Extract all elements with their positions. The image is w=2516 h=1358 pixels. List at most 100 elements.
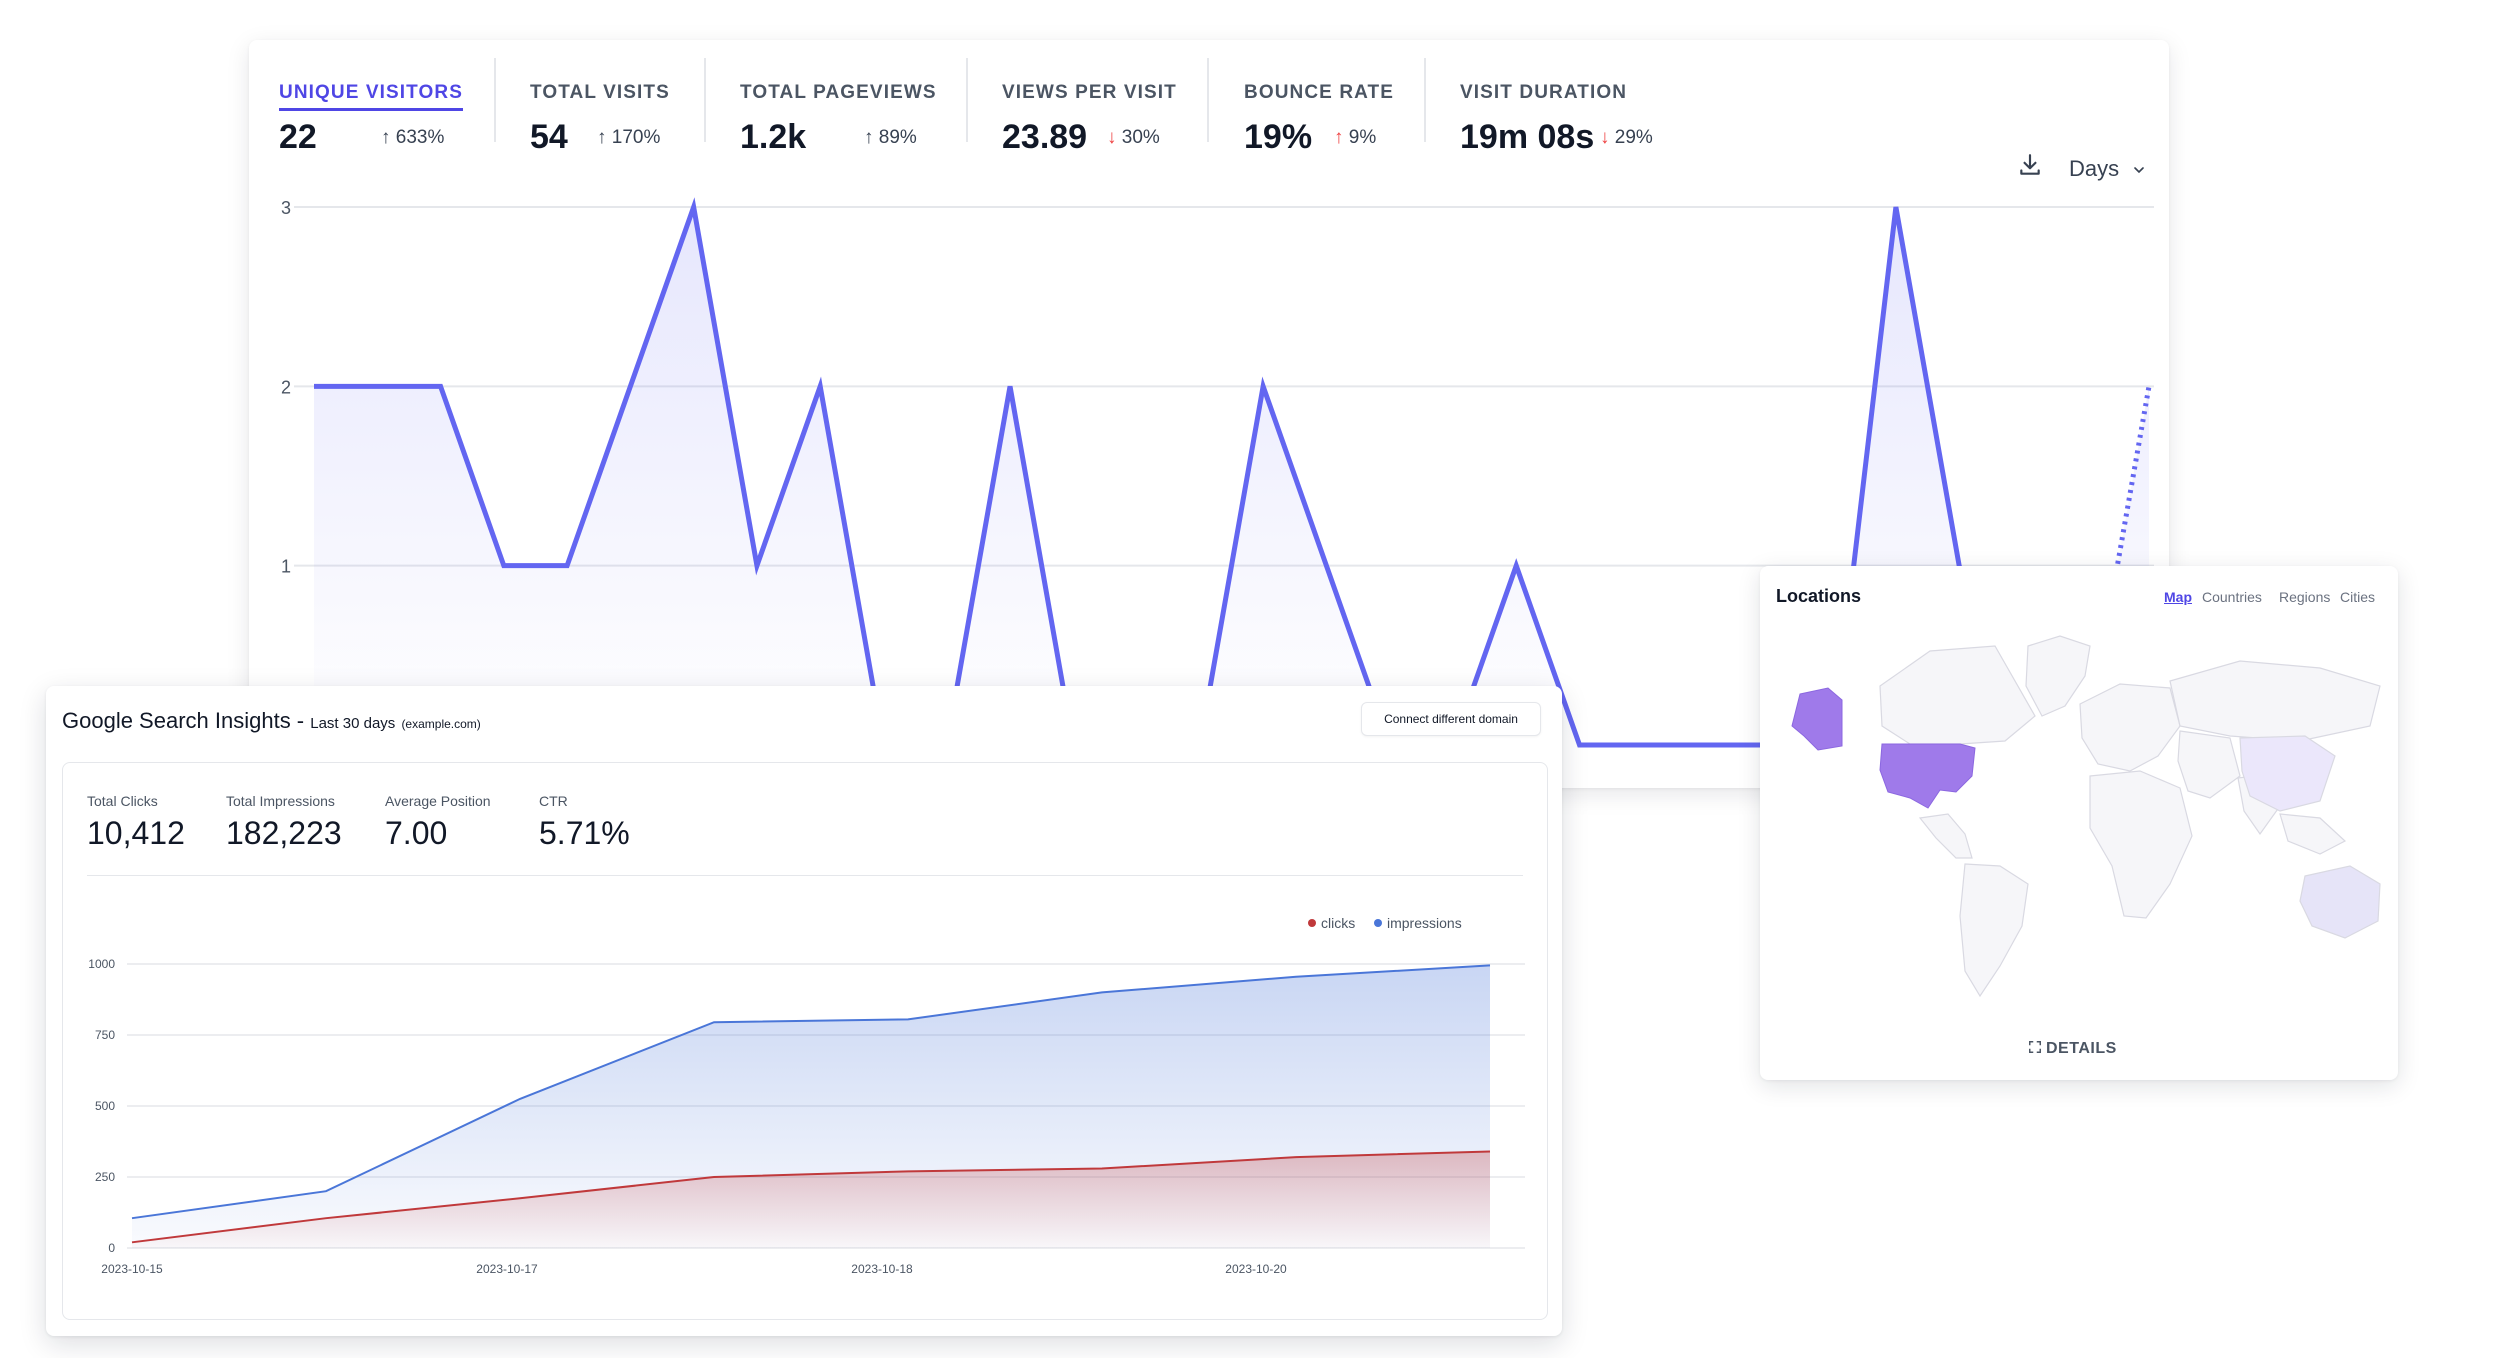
visitors-area bbox=[314, 207, 2149, 745]
total-clicks-label: Total Clicks bbox=[87, 793, 158, 809]
y-tick-label: 3 bbox=[281, 198, 291, 218]
metric-label: VISIT DURATION bbox=[1460, 82, 1628, 103]
map-region-greenland bbox=[2025, 635, 2091, 717]
total-clicks-metric: Total Clicks 10,412 bbox=[87, 793, 185, 852]
chevron-down-icon bbox=[2134, 167, 2145, 174]
tab-countries[interactable]: Countries bbox=[2202, 589, 2262, 605]
y-tick-label: 500 bbox=[95, 1099, 115, 1113]
legend-impressions[interactable]: impressions bbox=[1387, 915, 1462, 931]
map-region-usa bbox=[1879, 743, 1976, 809]
tab-regions[interactable]: Regions bbox=[2279, 589, 2331, 605]
metric-change-value: 89% bbox=[878, 127, 917, 148]
total-clicks-value: 10,412 bbox=[87, 815, 185, 851]
locations-title: Locations bbox=[1776, 586, 1862, 606]
metric-label: UNIQUE VISITORS bbox=[279, 82, 464, 111]
x-tick-label: 2023-10-20 bbox=[1225, 1262, 1287, 1276]
y-tick-label: 1000 bbox=[88, 957, 115, 971]
arrow-up-icon: ↑ bbox=[1334, 127, 1349, 148]
map-region-europe bbox=[2079, 683, 2181, 772]
search-period: Last 30 days bbox=[310, 715, 396, 732]
metric-divider bbox=[1424, 58, 1426, 142]
metric-change-value: 9% bbox=[1348, 127, 1377, 148]
expand-icon bbox=[2029, 1041, 2041, 1053]
clicks-line bbox=[131, 1150, 1491, 1244]
details-button[interactable]: DETAILS bbox=[2028, 1040, 2117, 1058]
metric-value: 54 bbox=[530, 118, 568, 156]
map-region-alaska bbox=[1791, 687, 1843, 751]
search-insights-panel: Google Search Insights - Last 30 days (e… bbox=[46, 686, 1562, 1336]
metric-label: VIEWS PER VISIT bbox=[1002, 82, 1177, 103]
world-map[interactable] bbox=[1760, 566, 2398, 1080]
metric-change: ↓ 29% bbox=[1600, 127, 1653, 149]
metric-divider bbox=[966, 58, 968, 142]
average-position-metric: Average Position 7.00 bbox=[385, 793, 491, 852]
search-chart: 0 250 500 750 1000 2023-10-15 2023-10-17 2023-1… bbox=[88, 915, 1525, 1276]
y-tick-label: 1 bbox=[281, 557, 291, 577]
metric-label: BOUNCE RATE bbox=[1244, 82, 1395, 103]
clicks-area bbox=[132, 1151, 1490, 1248]
metric-change-value: 170% bbox=[611, 127, 661, 148]
metric-divider bbox=[704, 58, 706, 142]
total-impressions-label: Total Impressions bbox=[226, 793, 335, 809]
legend-dot bbox=[1308, 919, 1316, 927]
arrow-down-icon: ↓ bbox=[1107, 127, 1122, 148]
metrics-divider bbox=[87, 875, 1523, 876]
total-impressions-metric: Total Impressions 182,223 bbox=[226, 793, 342, 852]
arrow-up-icon: ↑ bbox=[381, 127, 396, 148]
map-region-central-america bbox=[1918, 813, 1973, 859]
metric-label: TOTAL PAGEVIEWS bbox=[740, 82, 937, 103]
y-tick-label: 2 bbox=[281, 377, 291, 397]
visitors-panel: 1 2 3 UNIQUE VISITORS 22 ↑ 633% TOTAL VISITS 5… bbox=[249, 40, 2169, 788]
metric-change: ↑ 170% bbox=[597, 127, 660, 149]
interval-label: Days bbox=[2069, 156, 2120, 181]
x-tick-label: 2023-10-18 bbox=[851, 1262, 913, 1276]
locations-panel: Locations Map Countries Regions Cities bbox=[1760, 566, 2398, 1080]
search-insights-title: Google Search Insights - Last 30 days (e… bbox=[62, 708, 481, 734]
legend-dot bbox=[1374, 919, 1382, 927]
ctr-metric: CTR 5.71% bbox=[539, 793, 630, 852]
metric-change: ↑ 9% bbox=[1334, 127, 1376, 149]
details-label: DETAILS bbox=[2046, 1040, 2117, 1057]
y-tick-label: 750 bbox=[95, 1028, 115, 1042]
map-region-australia bbox=[2299, 865, 2381, 939]
ctr-label: CTR bbox=[539, 793, 568, 809]
tab-cities[interactable]: Cities bbox=[2340, 589, 2376, 605]
metric-label: TOTAL VISITS bbox=[530, 82, 670, 103]
metric-change-value: 29% bbox=[1614, 127, 1653, 148]
metric-value: 23.89 bbox=[1002, 118, 1088, 156]
y-tick-label: 250 bbox=[95, 1170, 115, 1184]
download-icon[interactable] bbox=[2017, 152, 2043, 178]
metric-value: 19% bbox=[1244, 118, 1313, 156]
metric-change: ↑ 89% bbox=[864, 127, 917, 149]
metric-value: 19m 08s bbox=[1460, 118, 1595, 156]
map-region-china bbox=[2239, 735, 2336, 812]
metric-value: 22 bbox=[279, 118, 317, 156]
map-region-south-america bbox=[1959, 863, 2029, 998]
map-region-africa bbox=[2089, 770, 2193, 919]
metric-value: 1.2k bbox=[740, 118, 807, 156]
search-insights-body: Total Clicks 10,412 Total Impressions 18… bbox=[62, 762, 1548, 1320]
average-position-label: Average Position bbox=[385, 793, 491, 809]
map-region-central-asia bbox=[2177, 730, 2241, 799]
tab-map[interactable]: Map bbox=[2164, 589, 2192, 605]
metric-divider bbox=[494, 58, 496, 142]
metric-change: ↑ 633% bbox=[381, 127, 444, 149]
connect-domain-button[interactable]: Connect different domain bbox=[1361, 702, 1541, 736]
average-position-value: 7.00 bbox=[385, 815, 448, 851]
search-insights-heading: Google Search Insights - bbox=[62, 708, 311, 733]
map-region-north-asia bbox=[2169, 660, 2381, 742]
arrow-up-icon: ↑ bbox=[597, 127, 612, 148]
metric-change-value: 30% bbox=[1121, 127, 1160, 148]
ctr-value: 5.71% bbox=[539, 815, 630, 851]
x-tick-label: 2023-10-17 bbox=[476, 1262, 538, 1276]
map-region-southeast-asia bbox=[2279, 813, 2347, 855]
metric-divider bbox=[1207, 58, 1209, 142]
interval-select[interactable]: Days bbox=[2069, 156, 2147, 182]
y-tick-label: 0 bbox=[108, 1241, 115, 1255]
arrow-up-icon: ↑ bbox=[864, 127, 879, 148]
x-tick-label: 2023-10-15 bbox=[101, 1262, 163, 1276]
legend-clicks[interactable]: clicks bbox=[1321, 915, 1355, 931]
arrow-down-icon: ↓ bbox=[1600, 127, 1615, 148]
total-impressions-value: 182,223 bbox=[226, 815, 342, 851]
search-domain: (example.com) bbox=[401, 717, 481, 731]
